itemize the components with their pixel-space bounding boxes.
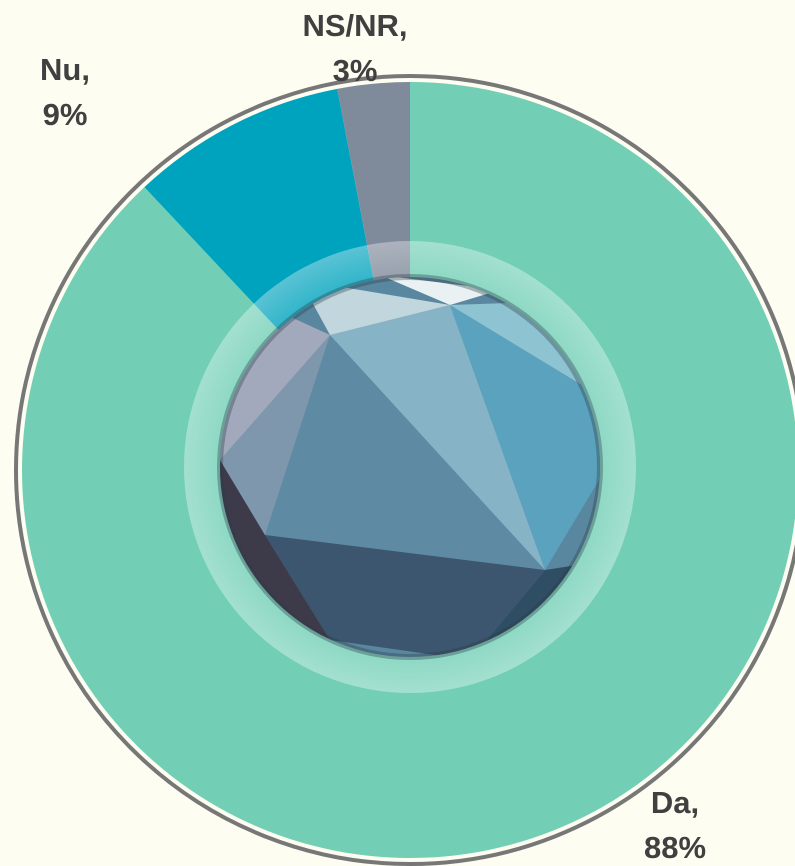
category-label: Da, [651, 785, 699, 820]
center-decoration [184, 241, 636, 693]
category-label: Nu, [40, 52, 90, 87]
category-label: NS/NR, [302, 8, 407, 43]
labels: Da, 88% Nu, 9% NS/NR, 3% [40, 8, 706, 865]
value-label: 3% [333, 53, 378, 88]
outer-ring [14, 74, 795, 866]
value-label: 88% [644, 830, 706, 865]
orb-shadow [217, 274, 603, 660]
value-label: 9% [43, 97, 88, 132]
